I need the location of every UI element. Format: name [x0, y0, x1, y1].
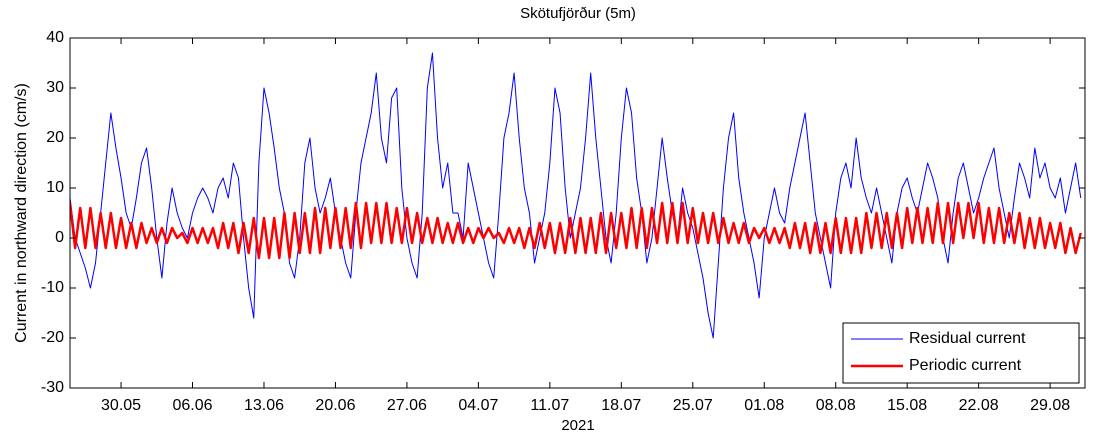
chart-title: Skötufjörður (5m): [520, 5, 636, 22]
y-axis-label: Current in northward direction (cm/s): [13, 83, 30, 343]
y-tick-label: 40: [46, 29, 64, 46]
x-tick-label: 06.06: [172, 397, 212, 414]
y-tick-label: 0: [55, 229, 64, 246]
x-tick-label: 30.05: [101, 397, 141, 414]
y-tick-label: 30: [46, 79, 64, 96]
legend-label: Residual current: [909, 330, 1026, 347]
y-tick-label: 10: [46, 179, 64, 196]
x-tick-label: 13.06: [244, 397, 284, 414]
x-tick-label: 22.08: [959, 397, 999, 414]
x-tick-label: 18.07: [601, 397, 641, 414]
legend: Residual current Periodic current: [842, 322, 1080, 384]
x-tick-label: 01.08: [744, 397, 784, 414]
axes-frame: [69, 37, 1086, 389]
y-tick-label: -20: [41, 329, 64, 346]
x-tick-label: 08.08: [816, 397, 856, 414]
x-tick-label: 20.06: [315, 397, 355, 414]
x-tick-label: 11.07: [530, 397, 569, 414]
series-line: [70, 52, 1082, 339]
x-tick-label: 25.07: [673, 397, 713, 414]
legend-box: [842, 322, 1080, 384]
y-tick-label: 20: [46, 129, 64, 146]
x-tick-label: 29.08: [1030, 397, 1070, 414]
y-tick-label: -30: [41, 379, 64, 396]
x-axis-label: 2021: [561, 417, 594, 434]
legend-label: Periodic current: [909, 357, 1022, 374]
x-tick-label: 15.08: [887, 397, 927, 414]
x-tick-label: 27.06: [387, 397, 427, 414]
series-line: [70, 201, 1082, 260]
x-tick-label: 04.07: [458, 397, 498, 414]
y-tick-label: -10: [41, 279, 64, 296]
